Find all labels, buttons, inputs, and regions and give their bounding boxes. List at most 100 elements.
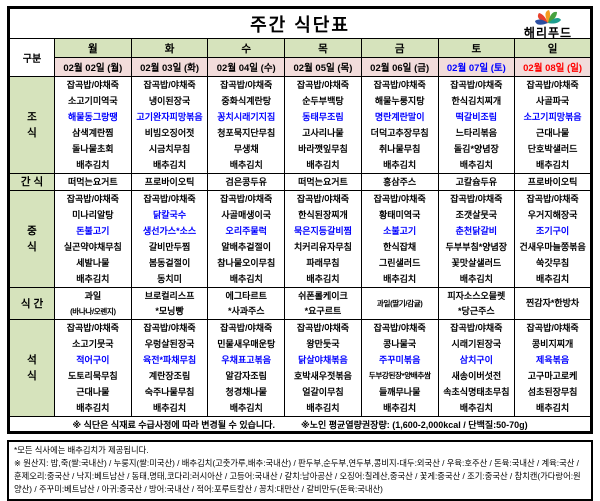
menu-cell: 잡곡밥/야채죽 미나리알탕 돈불고기 실곤약야채무침 세발나물 배추김치 (54, 190, 132, 289)
menu-item: 호박새우젓볶음 (293, 371, 352, 382)
menu-item: 새송이버섯전 (451, 371, 502, 382)
menu-item: *사과주스 (227, 305, 265, 316)
menu-item: 황태미역국 (378, 210, 421, 221)
menu-item: 잡곡밥/야채죽 (373, 323, 426, 334)
menu-cell: 잡곡밥/야채죽 중화식계란탕 꽁치시래기지짐 청포묵지단무침 무생채 배추김치 (207, 76, 286, 174)
date-cell: 02월 08일 (일) (514, 57, 592, 77)
menu-item: 고구마고로케 (527, 371, 578, 382)
menu-item: 돌나물초회 (72, 144, 114, 154)
brand-logo-icon (535, 10, 561, 25)
menu-item: 배추김치 (76, 403, 110, 414)
menu-cell: 잡곡밥/야채죽 소고기미역국 해물동그랑땡 삼색계란찜 돌나물초회 배추김치 (54, 76, 132, 174)
title-row: 주간 식단표 해리푸드 (8, 7, 592, 39)
menu-item: 명란계란말이 (374, 112, 425, 122)
brand-logo: 해리푸드 (512, 10, 584, 38)
menu-item: 떡갈비조림 (455, 112, 498, 122)
menu-item: 잡곡밥/야채죽 (296, 194, 350, 205)
menu-item: 돌김*양념장 (453, 144, 499, 154)
day-header: 일 (514, 38, 592, 58)
menu-item: 배추김치 (229, 403, 263, 414)
menu-item: 잡곡밥/야채죽 (66, 80, 119, 90)
menu-item: 갈비만두찜 (148, 242, 191, 253)
menu-item: 떠먹는요거트 (298, 176, 348, 187)
menu-item: 배추김치 (383, 403, 417, 414)
menu-item: 무생채 (233, 144, 259, 154)
date-cell: 02월 02일 (월) (54, 57, 132, 77)
menu-cell: 과일 (바나나/오렌지) (54, 287, 132, 321)
menu-item: 닭칼국수 (152, 210, 187, 221)
menu-item: 적어구이 (76, 355, 110, 366)
menu-cell: 잡곡밥/야채죽 순두부백탕 동태무조림 고사리나물 바라깻잎무침 배추김치 (284, 76, 362, 174)
menu-table: 주간 식단표 해리푸드 (7, 6, 593, 435)
date-cell: 02월 04일 (수) (207, 57, 286, 77)
menu-item: 홍삼주스 (383, 176, 417, 187)
menu-item: 배추김치 (306, 274, 340, 285)
corner-label: 구분 (8, 38, 55, 77)
menu-item: 꽁치시래기지짐 (217, 112, 276, 122)
menu-item: 브로컬리스프 (144, 290, 195, 301)
meal-label-morning-snack: 간 식 (8, 172, 55, 192)
footnote-change-notice: ※ 식단은 식재료 수급사정에 따라 변경될 수 있습니다. (72, 419, 275, 430)
menu-item: 배추김치 (536, 403, 570, 414)
date-cell: 02월 06일 (금) (360, 57, 439, 77)
menu-cell: 잡곡밥/야채죽 한식된장찌개 묵은지등갈비찜 치커리유자무침 파래무침 배추김치 (284, 190, 362, 289)
menu-item: 배추김치 (459, 274, 493, 285)
menu-item: 배추김치 (76, 274, 110, 285)
day-header: 화 (130, 38, 209, 58)
menu-item: 잡곡밥/야채죽 (66, 194, 119, 205)
meal-row-morning-snack: 간 식 떠먹는요거트 프로바이오틱 검은콩두유 떠먹는요거트 홍삼주스 고칼슘두유 프로바이오… (8, 172, 592, 192)
menu-item: 배추김치 (229, 160, 263, 170)
menu-item: 잡곡밥/야채죽 (450, 194, 503, 205)
page-title: 주간 식단표 (250, 14, 350, 35)
meal-row-lunch: 중 식 잡곡밥/야채죽 미나리알탕 돈불고기 실곤약야채무침 세발나물 배추김치 잡곡밥/야채죽… (8, 190, 592, 289)
menu-item: 검은콩두유 (225, 176, 267, 187)
menu-cell: 떠먹는요거트 (54, 172, 132, 192)
menu-item: 배추김치 (383, 160, 417, 170)
weekly-menu-sheet: 주간 식단표 해리푸드 (7, 6, 593, 501)
menu-item: 잡곡밥/야채죽 (450, 323, 503, 334)
menu-item: 도토리묵무침 (68, 371, 118, 382)
menu-item: 잡곡밥/야채죽 (526, 194, 579, 205)
menu-item: 소고기뭇국 (72, 339, 114, 350)
menu-item: 비빔오징어젓 (144, 128, 195, 138)
menu-item: 잡곡밥/야채죽 (66, 323, 119, 334)
menu-item: 들깨무나물 (378, 387, 421, 398)
menu-item: *당근주스 (458, 305, 495, 316)
menu-item: 주꾸미볶음 (378, 355, 421, 366)
menu-item: 실곤약야채무침 (63, 242, 122, 253)
menu-item: 조기구이 (536, 226, 570, 237)
menu-item: 소고기미역국 (68, 96, 118, 106)
menu-item: 봄동겉절이 (148, 258, 191, 269)
menu-item: 묵은지등갈비찜 (293, 226, 352, 237)
date-cell: 02월 05일 (목) (284, 57, 362, 77)
menu-item: 잡곡밥/야채죽 (220, 80, 273, 90)
menu-item: 섬초된장무침 (527, 387, 578, 398)
menu-cell: 고칼슘두유 (437, 172, 516, 192)
menu-item: 쑥갓무침 (536, 258, 570, 269)
menu-item: 근대나물 (76, 387, 110, 398)
menu-item: 알배추겉절이 (221, 242, 272, 253)
menu-item: 피자소스오믈렛 (447, 290, 506, 301)
menu-cell: 잡곡밥/야채죽 냉이된장국 고기완자피망볶음 비빔오징어젓 시금치무침 배추김치 (130, 76, 209, 174)
menu-item: 순두부백탕 (302, 96, 344, 106)
menu-item: 제육볶음 (536, 355, 570, 366)
menu-item: 한식잡채 (383, 242, 417, 253)
menu-item: 프로바이오틱 (527, 176, 578, 187)
menu-item: 느타리볶음 (455, 128, 498, 138)
menu-item: 잡곡밥/야채죽 (526, 323, 579, 334)
menu-item: 춘천닭갈비 (455, 226, 498, 237)
menu-cell: 잡곡밥/야채죽 민물새우매운탕 우채표고볶음 알감자조림 청경채나물 배추김치 (207, 319, 286, 418)
menu-item: 생선가스*소스 (142, 226, 197, 237)
footnote-cell: ※ 식단은 식재료 수급사정에 따라 변경될 수 있습니다. ※노인 평균열량권장… (8, 416, 592, 434)
menu-cell: 홍삼주스 (360, 172, 439, 192)
menu-item: 청포묵지단무침 (217, 128, 276, 138)
menu-cell: 잡곡밥/야채죽 조갯살뭇국 춘천닭갈비 두부부침*양념장 꽃맛살샐러드 배추김치 (437, 190, 516, 289)
menu-item: 두부강된장*양배추쌈 (368, 371, 431, 381)
menu-item: 두부부침*양념장 (445, 242, 508, 253)
menu-item: 시금치무침 (148, 144, 191, 154)
menu-item: 근대나물 (536, 128, 570, 138)
menu-item: 돈불고기 (76, 226, 110, 237)
menu-item: 참나물오이무침 (217, 258, 276, 269)
